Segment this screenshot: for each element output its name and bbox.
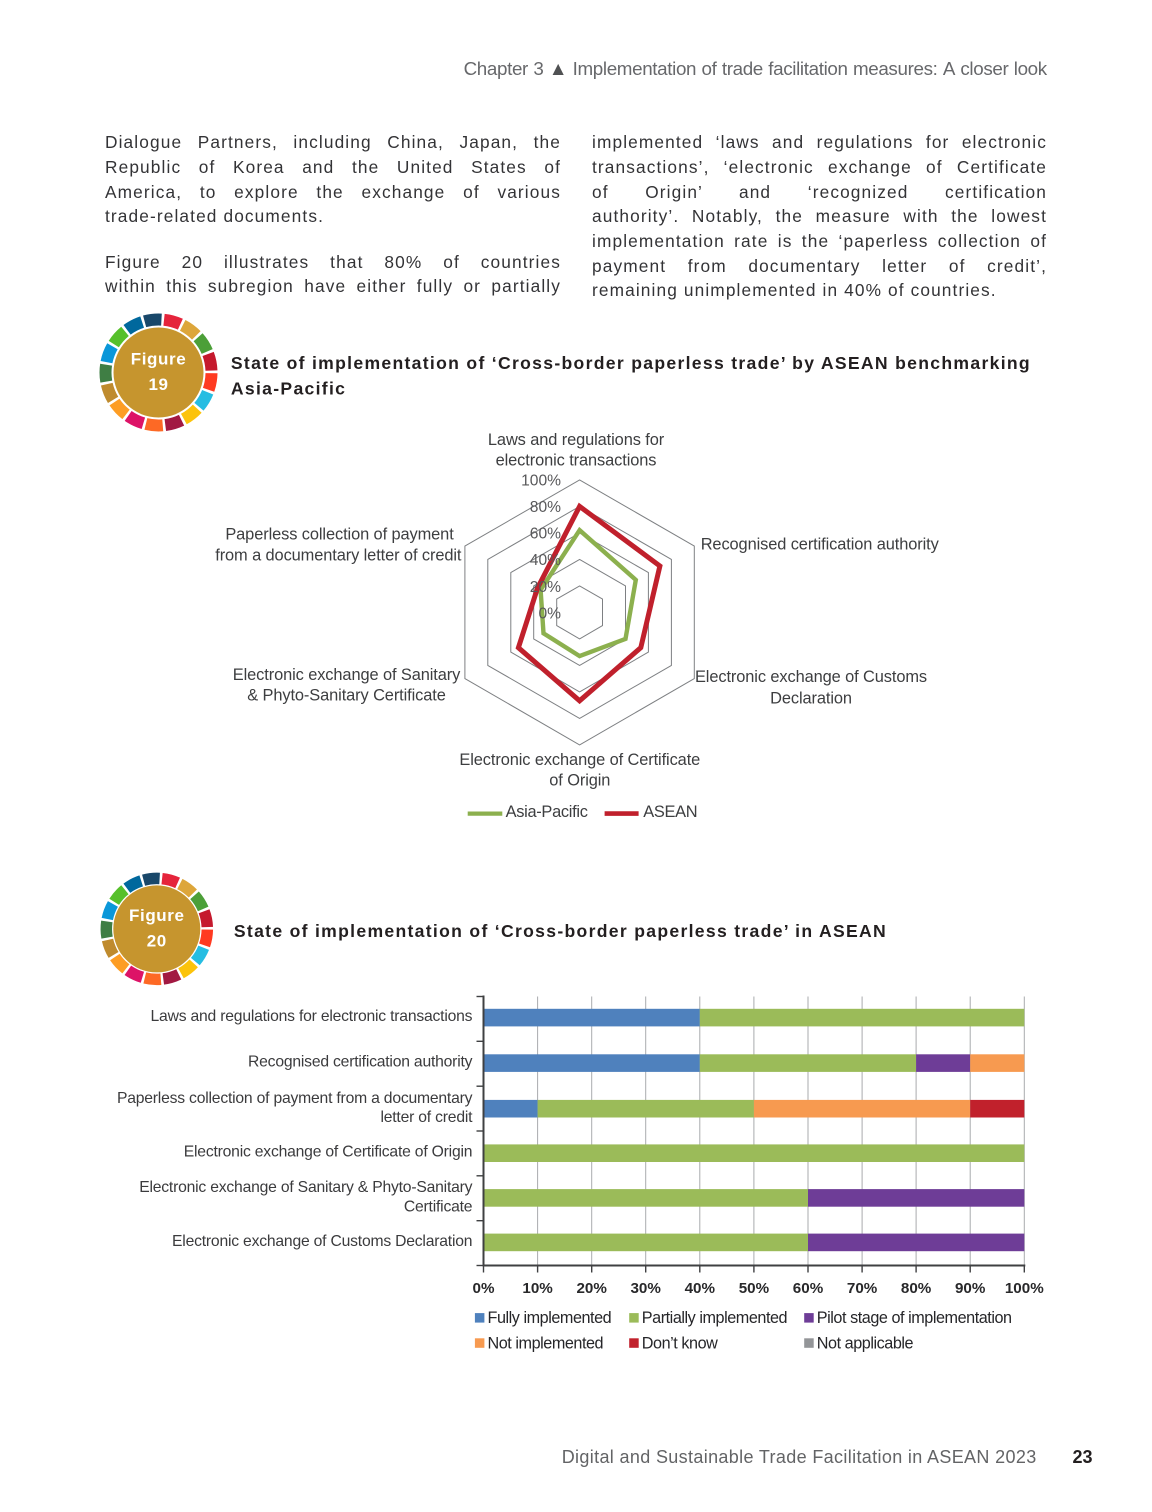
svg-text:Laws and regulations for elect: Laws and regulations for electronic tran… [151,1008,473,1025]
svg-text:State of implementation of ‘Cr: State of implementation of ‘Cross-border… [234,921,887,941]
svg-text:80%: 80% [901,1280,932,1297]
svg-text:19: 19 [148,375,168,394]
svg-text:Recognised certification autho: Recognised certification authority [701,536,940,554]
svg-text:90%: 90% [955,1280,986,1297]
svg-text:Not implemented: Not implemented [488,1334,604,1352]
svg-text:of Origin: of Origin [549,772,610,790]
svg-text:Don’t know: Don’t know [642,1334,718,1352]
svg-text:20: 20 [147,931,167,950]
svg-text:Paperless collection of paymen: Paperless collection of payment [225,526,454,544]
svg-text:Certificate: Certificate [404,1198,473,1215]
svg-text:20%: 20% [576,1280,607,1297]
svg-text:Partially implemented: Partially implemented [642,1309,787,1327]
svg-text:Laws and regulations for: Laws and regulations for [488,431,665,449]
svg-text:80%: 80% [530,499,561,516]
svg-text:Asia-Pacific: Asia-Pacific [231,379,346,399]
svg-text:Fully implemented: Fully implemented [488,1309,612,1327]
svg-text:100%: 100% [521,472,561,489]
svg-text:Electronic exchange of Certifi: Electronic exchange of Certificate [459,751,700,769]
svg-text:Figure: Figure [129,906,185,925]
svg-text:Pilot stage of implementation: Pilot stage of implementation [817,1309,1012,1327]
svg-text:Electronic exchange of Certifi: Electronic exchange of Certificate of Or… [184,1144,473,1161]
svg-text:0%: 0% [473,1280,495,1297]
svg-text:Paperless collection of paymen: Paperless collection of payment from a d… [117,1090,473,1107]
svg-text:10%: 10% [522,1280,553,1297]
svg-text:& Phyto-Sanitary Certificate: & Phyto-Sanitary Certificate [247,686,446,704]
svg-text:60%: 60% [530,525,561,542]
svg-text:Electronic exchange of Sanitar: Electronic exchange of Sanitary & Phyto-… [139,1179,472,1196]
svg-text:40%: 40% [685,1280,716,1297]
svg-text:electronic transactions: electronic transactions [496,452,657,470]
svg-text:from a documentary letter of c: from a documentary letter of credit [215,546,462,564]
svg-text:Asia-Pacific: Asia-Pacific [506,803,588,821]
svg-text:100%: 100% [1005,1280,1044,1297]
svg-text:50%: 50% [739,1280,770,1297]
svg-text:Electronic exchange of Customs: Electronic exchange of Customs [695,668,927,686]
svg-text:Recognised certification autho: Recognised certification authority [248,1054,473,1071]
svg-text:30%: 30% [630,1280,661,1297]
svg-text:Electronic exchange of Sanitar: Electronic exchange of Sanitary [233,666,461,684]
svg-text:40%: 40% [530,552,561,569]
svg-text:Not applicable: Not applicable [817,1334,914,1352]
svg-text:20%: 20% [530,579,561,596]
svg-text:70%: 70% [847,1280,878,1297]
svg-text:Electronic exchange of Customs: Electronic exchange of Customs Declarati… [172,1233,472,1250]
svg-text:Declaration: Declaration [770,689,852,707]
svg-text:60%: 60% [793,1280,824,1297]
svg-text:0%: 0% [538,605,561,622]
svg-text:letter of credit: letter of credit [380,1109,473,1126]
svg-text:Figure: Figure [131,350,187,369]
svg-text:ASEAN: ASEAN [643,803,697,821]
svg-text:State of implementation of ‘Cr: State of implementation of ‘Cross-border… [231,353,1031,373]
